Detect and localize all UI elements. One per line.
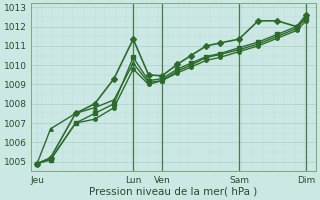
X-axis label: Pression niveau de la mer( hPa ): Pression niveau de la mer( hPa )	[89, 187, 258, 197]
